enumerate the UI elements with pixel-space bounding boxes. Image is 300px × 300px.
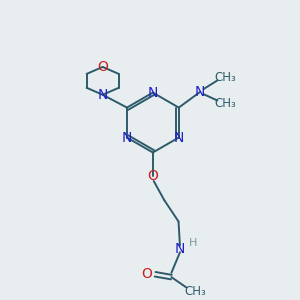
Text: N: N: [98, 88, 108, 102]
Text: CH₃: CH₃: [185, 285, 206, 298]
Text: N: N: [122, 130, 132, 145]
Text: N: N: [148, 85, 158, 100]
Text: CH₃: CH₃: [214, 71, 236, 84]
Text: H: H: [189, 238, 197, 248]
Text: O: O: [141, 267, 152, 281]
Text: N: N: [175, 242, 185, 256]
Text: N: N: [195, 85, 206, 99]
Text: O: O: [97, 60, 108, 74]
Text: N: N: [174, 130, 184, 145]
Text: O: O: [147, 169, 158, 183]
Text: CH₃: CH₃: [214, 97, 236, 110]
